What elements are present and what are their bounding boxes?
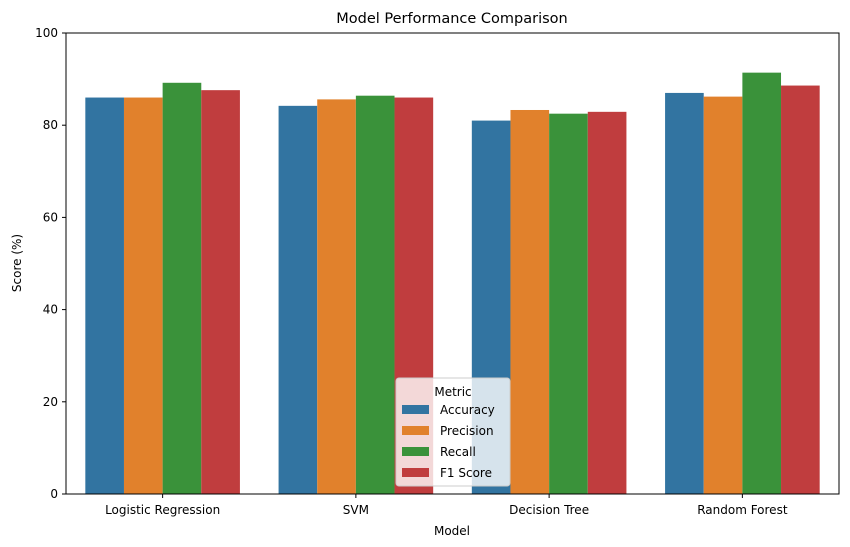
chart-title: Model Performance Comparison (336, 11, 567, 27)
legend-items: Accuracy Precision Recall F1 Score (402, 403, 495, 480)
legend-swatch (402, 447, 429, 456)
x-axis: Logistic Regression SVM Decision Tree Rando… (105, 494, 788, 517)
bar-precision (510, 109, 550, 494)
legend-swatch (402, 468, 429, 477)
bar-f1-score (781, 85, 820, 494)
legend-label: Accuracy (440, 403, 495, 417)
bar-f1-score (587, 111, 627, 495)
bar-precision (317, 99, 356, 494)
bar-recall (742, 72, 782, 494)
bar-accuracy (665, 92, 704, 495)
bar-recall (549, 113, 588, 495)
y-tick-label: 40 (43, 303, 58, 317)
y-tick-label: 100 (35, 26, 58, 40)
x-tick-label: Random Forest (697, 503, 788, 517)
bar-precision (703, 96, 743, 495)
plot-frame (65, 32, 840, 495)
x-tick-label: Logistic Regression (105, 503, 220, 517)
bar-accuracy (85, 97, 124, 494)
bar-recall (355, 95, 395, 495)
y-tick-label: 20 (43, 395, 58, 409)
y-tick-label: 60 (43, 210, 58, 224)
legend-label: Precision (440, 424, 494, 438)
legend-swatch (402, 426, 429, 435)
y-axis: 0 20 40 60 80 100 (35, 26, 66, 501)
legend-label: F1 Score (440, 466, 492, 480)
bar-precision (123, 97, 163, 494)
legend-swatch (402, 405, 429, 414)
bar-recall (162, 82, 202, 495)
x-tick-label: SVM (343, 503, 369, 517)
legend: Metric Accuracy Precision Recall F1 Score (395, 377, 511, 487)
legend-title: Metric (434, 385, 471, 399)
x-tick-label: Decision Tree (509, 503, 589, 517)
bar-accuracy (278, 105, 318, 494)
x-axis-title: Model (434, 524, 470, 538)
legend-label: Recall (440, 445, 476, 459)
y-tick-label: 80 (43, 118, 58, 132)
y-axis-title: Score (%) (10, 234, 24, 292)
y-tick-label: 0 (50, 487, 58, 501)
bar-f1-score (201, 90, 240, 494)
